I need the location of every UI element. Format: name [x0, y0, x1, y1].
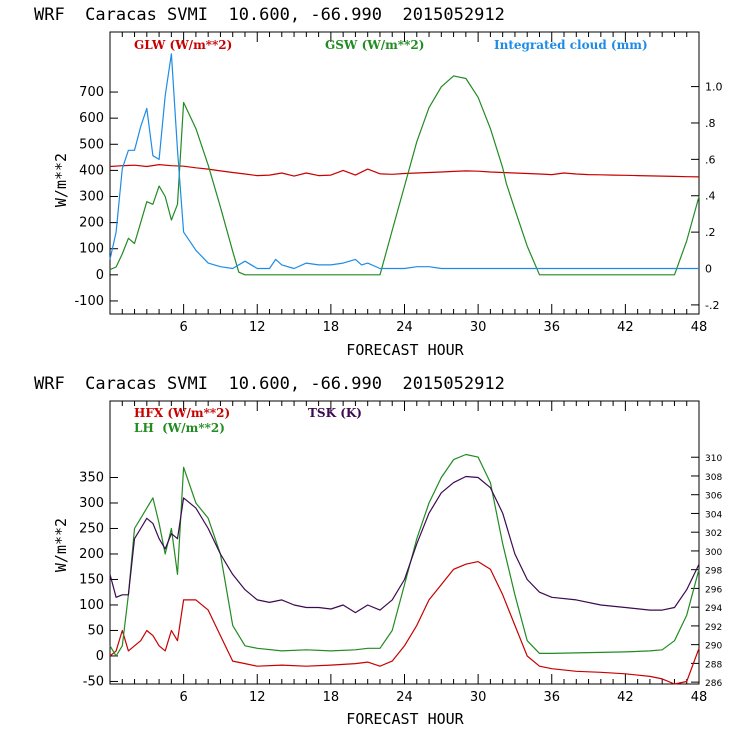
top-x-label: FORECAST HOUR [346, 341, 464, 359]
top-ytick-label: 200 [79, 216, 104, 231]
top-y2tick-label: -.2 [705, 299, 719, 312]
bottom-xtick-label: 30 [470, 690, 487, 705]
bottom-y2tick-label: 308 [705, 473, 722, 483]
bottom-x-axis: 6 12 18 24 30 36 42 48 [121, 401, 708, 705]
top-series-integrated [109, 53, 699, 270]
bottom-xtick-label: 18 [323, 690, 340, 705]
top-y2tick-label: .2 [705, 226, 716, 239]
top-y2tick-label: 1.0 [705, 81, 723, 94]
bottom-y2tick-label: 294 [705, 604, 722, 614]
bottom-xtick-label: 48 [691, 690, 708, 705]
bottom-y2tick-label: 300 [705, 548, 722, 558]
top-y2tick-label: 0 [705, 263, 712, 276]
bottom-title: WRF Caracas SVMI 10.600, -66.990 2015052… [34, 374, 505, 394]
bottom-y2tick-label: 310 [705, 454, 722, 464]
top-xtick-label: 6 [179, 320, 187, 335]
top-ytick-label: 300 [79, 190, 104, 205]
top-y2tick-label: .4 [705, 190, 716, 203]
bottom-y2tick-label: 302 [705, 529, 722, 539]
top-series-gsw [109, 75, 700, 276]
top-xtick-label: 48 [691, 320, 708, 335]
bottom-ytick-label: 300 [79, 496, 104, 511]
bottom-panel: WRF Caracas SVMI 10.600, -66.990 2015052… [34, 374, 722, 728]
bottom-series-tsk [109, 475, 700, 614]
top-xtick-label: 12 [249, 320, 266, 335]
bottom-plot-frame [109, 400, 700, 685]
bottom-y2tick-label: 296 [705, 585, 722, 595]
bottom-y2tick-label: 304 [705, 510, 722, 520]
bottom-y2tick-label: 306 [705, 492, 722, 502]
legend-cloud: Integrated cloud (mm) [494, 38, 648, 52]
top-xtick-label: 36 [543, 320, 560, 335]
legend-glw: GLW (W/m**2) [134, 38, 232, 52]
bottom-ytick-label: 0 [96, 649, 104, 664]
top-title: WRF Caracas SVMI 10.600, -66.990 2015052… [34, 5, 505, 25]
bottom-y2tick-label: 290 [705, 642, 722, 652]
bottom-ytick-label: 50 [87, 623, 104, 638]
top-x-axis: 6 12 18 24 30 36 42 48 [121, 32, 708, 335]
top-ytick-label: 600 [79, 111, 104, 126]
top-ytick-label: 700 [79, 85, 104, 100]
bottom-xtick-label: 24 [396, 690, 413, 705]
top-xtick-label: 42 [617, 320, 634, 335]
bottom-series-lh [109, 453, 700, 657]
top-y2-axis: -.2 0 .2 .4 .6 .8 1.0 [691, 81, 723, 312]
bottom-y2tick-label: 292 [705, 623, 722, 633]
bottom-y2-axis: 286 288 290 292 294 296 298 300 302 304 306 308 310 [691, 454, 722, 689]
bottom-y2tick-label: 298 [705, 567, 722, 577]
bottom-xtick-label: 36 [543, 690, 560, 705]
top-xtick-label: 18 [323, 320, 340, 335]
bottom-ytick-label: 100 [79, 598, 104, 613]
top-ytick-label: 0 [96, 268, 104, 283]
bottom-xtick-label: 12 [249, 690, 266, 705]
bottom-y2tick-label: 288 [705, 660, 722, 670]
bottom-y2tick-label: 286 [705, 679, 722, 689]
top-y-label: W/m**2 [52, 153, 70, 207]
legend-lh: LH (W/m**2) [134, 421, 225, 435]
bottom-xtick-label: 42 [617, 690, 634, 705]
bottom-y-axis: -50 0 50 100 150 200 250 300 350 [79, 470, 118, 689]
bottom-xtick-label: 6 [179, 690, 187, 705]
top-y2tick-label: .6 [705, 153, 716, 166]
legend-tsk: TSK (K) [308, 406, 362, 420]
top-ytick-label: 500 [79, 137, 104, 152]
bottom-series-group [109, 453, 700, 685]
bottom-ytick-label: 250 [79, 521, 104, 536]
top-y2tick-label: .8 [705, 117, 716, 130]
legend-hfx: HFX (W/m**2) [134, 406, 230, 420]
bottom-y-label: W/m**2 [52, 518, 70, 572]
top-ytick-label: 100 [79, 242, 104, 257]
legend-gsw: GSW (W/m**2) [325, 38, 424, 52]
bottom-ytick-label: -50 [83, 674, 104, 689]
bottom-x-label: FORECAST HOUR [346, 710, 464, 728]
top-ytick-label: -100 [74, 294, 104, 309]
bottom-ytick-label: 350 [79, 470, 104, 485]
top-ytick-label: 400 [79, 163, 104, 178]
top-xtick-label: 30 [470, 320, 487, 335]
top-series-glw [109, 164, 700, 178]
top-y-axis: -100 0 100 200 300 400 500 600 700 [74, 85, 118, 309]
bottom-ytick-label: 150 [79, 572, 104, 587]
bottom-series-hfx [109, 560, 700, 685]
top-xtick-label: 24 [396, 320, 413, 335]
bottom-ytick-label: 200 [79, 547, 104, 562]
top-panel: WRF Caracas SVMI 10.600, -66.990 2015052… [34, 5, 723, 359]
top-series-group [109, 53, 700, 276]
